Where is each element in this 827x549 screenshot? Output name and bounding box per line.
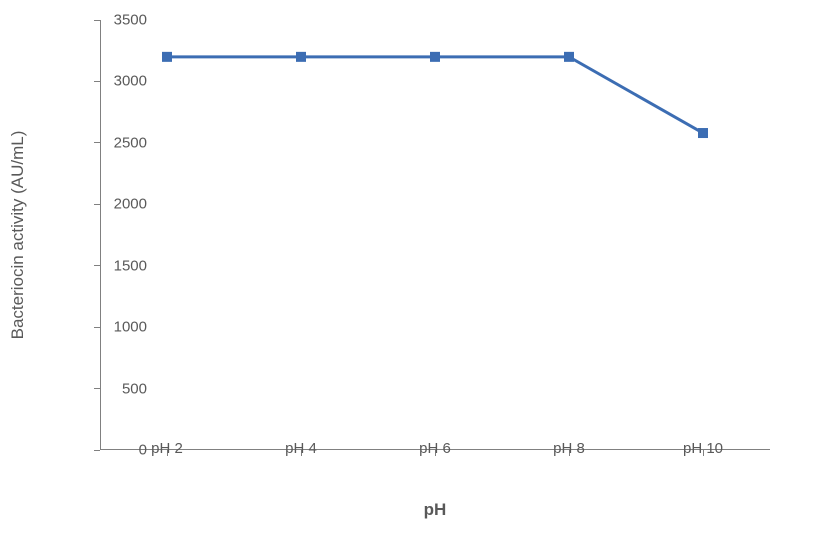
x-tick-label: pH 6: [419, 440, 451, 457]
y-tick: [94, 142, 100, 143]
y-tick: [94, 204, 100, 205]
y-tick-label: 2500: [114, 134, 147, 151]
series-marker: [698, 128, 708, 138]
y-axis-title: Bacteriocin activity (AU/mL): [8, 131, 28, 340]
series-marker: [430, 52, 440, 62]
series-marker: [564, 52, 574, 62]
chart-svg: [100, 20, 770, 450]
chart-container: Bacteriocin activity (AU/mL) pH 0 500 1000…: [0, 0, 827, 549]
x-tick-label: pH 10: [683, 440, 723, 457]
y-tick: [94, 81, 100, 82]
plot-area: [100, 20, 770, 450]
x-tick-label: pH 2: [151, 440, 183, 457]
x-tick-label: pH 8: [553, 440, 585, 457]
y-tick-label: 2000: [114, 196, 147, 213]
y-tick-label: 3000: [114, 73, 147, 90]
y-tick-label: 1000: [114, 319, 147, 336]
series-marker: [162, 52, 172, 62]
y-tick: [94, 327, 100, 328]
y-tick-label: 3500: [114, 12, 147, 29]
y-tick: [94, 388, 100, 389]
x-axis-title: pH: [424, 500, 447, 520]
y-tick: [94, 265, 100, 266]
series-line: [167, 57, 703, 133]
y-tick: [94, 450, 100, 451]
y-tick: [94, 20, 100, 21]
y-tick-label: 0: [139, 442, 147, 459]
series-marker: [296, 52, 306, 62]
y-tick-label: 500: [122, 380, 147, 397]
y-tick-label: 1500: [114, 257, 147, 274]
x-tick-label: pH 4: [285, 440, 317, 457]
